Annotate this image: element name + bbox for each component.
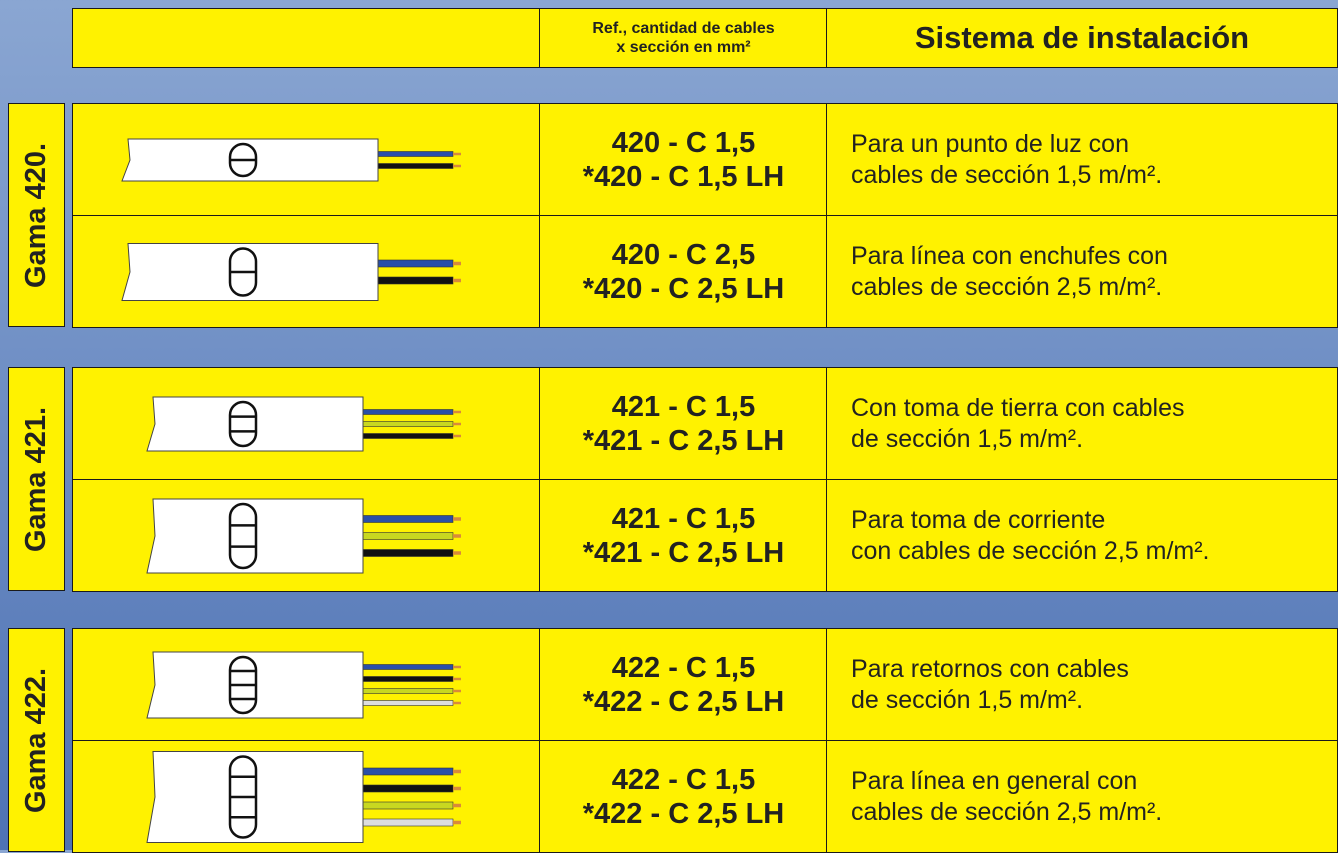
- reference-cell: 421 - C 1,5 *421 - C 2,5 LH: [539, 367, 828, 480]
- wire: [357, 818, 454, 827]
- reference: *421 - C 2,5 LH: [582, 424, 785, 457]
- wire-tip: [453, 278, 461, 283]
- reference-cell: 420 - C 1,5 *420 - C 1,5 LH: [539, 103, 828, 216]
- wire: [357, 421, 454, 427]
- clip-oval: [228, 502, 258, 570]
- clip-oval: [228, 400, 258, 448]
- wire-tip: [453, 820, 461, 825]
- cable-drawing: [146, 651, 461, 719]
- reference-cell: 422 - C 1,5 *422 - C 2,5 LH: [539, 740, 828, 853]
- wire: [372, 259, 454, 268]
- description-cell: Para retornos con cables de sección 1,5 m…: [826, 628, 1338, 741]
- wire-tip: [453, 410, 461, 414]
- reference: 420 - C 1,5: [611, 126, 756, 159]
- group-label-text: Gama 421.: [20, 406, 53, 552]
- description-cell: Para un punto de luz con cables de secció…: [826, 103, 1338, 216]
- description-line: cables de sección 1,5 m/m².: [851, 160, 1163, 189]
- reference-cell: 422 - C 1,5 *422 - C 2,5 LH: [539, 628, 828, 741]
- wire-tip: [453, 665, 461, 669]
- wire: [357, 409, 454, 415]
- wire: [372, 151, 454, 157]
- cable-illustration: [72, 103, 541, 216]
- wire: [357, 515, 454, 523]
- description-line: Con toma de tierra con cables: [851, 393, 1185, 422]
- reference: 422 - C 1,5: [611, 763, 756, 796]
- wire-tip: [453, 689, 461, 693]
- description-cell: Para línea con enchufes con cables de sec…: [826, 215, 1338, 328]
- reference-cell: 420 - C 2,5 *420 - C 2,5 LH: [539, 215, 828, 328]
- reference: *420 - C 1,5 LH: [582, 160, 785, 193]
- wire-tip: [453, 786, 461, 791]
- description-line: Para un punto de luz con: [851, 129, 1129, 158]
- reference-cell: 421 - C 1,5 *421 - C 2,5 LH: [539, 479, 828, 592]
- cable-illustration: [72, 740, 541, 853]
- reference: *422 - C 2,5 LH: [582, 797, 785, 830]
- wire-tip: [453, 769, 461, 774]
- wire-tip: [453, 261, 461, 266]
- cable-drawing: [146, 751, 461, 843]
- header-ref-line: x sección en mm²: [616, 39, 751, 56]
- wire: [357, 784, 454, 793]
- wire: [357, 688, 454, 694]
- wire-tip: [453, 803, 461, 808]
- description-cell: Para línea en general con cables de secci…: [826, 740, 1338, 853]
- description-line: Para línea en general con: [851, 766, 1138, 795]
- reference: *421 - C 2,5 LH: [582, 536, 785, 569]
- wire: [372, 276, 454, 285]
- description-cell: Con toma de tierra con cables de sección …: [826, 367, 1338, 480]
- wire: [357, 549, 454, 557]
- wire: [357, 767, 454, 776]
- wire-tip: [453, 152, 461, 156]
- description-line: Para toma de corriente: [851, 505, 1106, 534]
- wire: [357, 801, 454, 810]
- wire: [357, 664, 454, 670]
- group-label-text: Gama 422.: [20, 667, 53, 813]
- group-label-text: Gama 420.: [20, 142, 53, 288]
- wire-tip: [453, 434, 461, 438]
- description-line: Para retornos con cables: [851, 654, 1129, 683]
- reference: *422 - C 2,5 LH: [582, 685, 785, 718]
- reference: 421 - C 1,5: [611, 502, 756, 535]
- cable-drawing: [121, 243, 461, 301]
- cable-drawing: [146, 396, 461, 452]
- wire-tip: [453, 422, 461, 426]
- wire-tip: [453, 164, 461, 168]
- description-line: de sección 1,5 m/m².: [851, 685, 1084, 714]
- description-line: cables de sección 2,5 m/m².: [851, 272, 1163, 301]
- header-ref-line: Ref., cantidad de cables: [592, 20, 775, 37]
- description-line: de sección 1,5 m/m².: [851, 424, 1084, 453]
- header-blank: [72, 8, 541, 68]
- wire: [357, 532, 454, 540]
- cable-drawing: [121, 138, 461, 182]
- cable-drawing: [146, 498, 461, 574]
- description-line: con cables de sección 2,5 m/m².: [851, 536, 1210, 565]
- wire: [357, 433, 454, 439]
- reference: 422 - C 1,5: [611, 651, 756, 684]
- cable-illustration: [72, 479, 541, 592]
- cable-illustration: [72, 367, 541, 480]
- header-system: Sistema de instalación: [826, 8, 1338, 68]
- wire-tip: [453, 517, 461, 521]
- wire-tip: [453, 534, 461, 538]
- wire-tip: [453, 701, 461, 705]
- wire: [372, 163, 454, 169]
- description-cell: Para toma de corriente con cables de secc…: [826, 479, 1338, 592]
- reference: *420 - C 2,5 LH: [582, 272, 785, 305]
- wire: [357, 700, 454, 706]
- wire: [357, 676, 454, 682]
- group-label: Gama 421.: [8, 367, 65, 591]
- group-label: Gama 422.: [8, 628, 65, 852]
- description-line: cables de sección 2,5 m/m².: [851, 797, 1163, 826]
- cable-illustration: [72, 628, 541, 741]
- reference: 421 - C 1,5: [611, 390, 756, 423]
- cable-illustration: [72, 215, 541, 328]
- group-label: Gama 420.: [8, 103, 65, 327]
- description-line: Para línea con enchufes con: [851, 241, 1168, 270]
- wire-tip: [453, 677, 461, 681]
- reference: 420 - C 2,5: [611, 238, 756, 271]
- header-ref: Ref., cantidad de cables x sección en mm…: [539, 8, 828, 68]
- wire-tip: [453, 551, 461, 555]
